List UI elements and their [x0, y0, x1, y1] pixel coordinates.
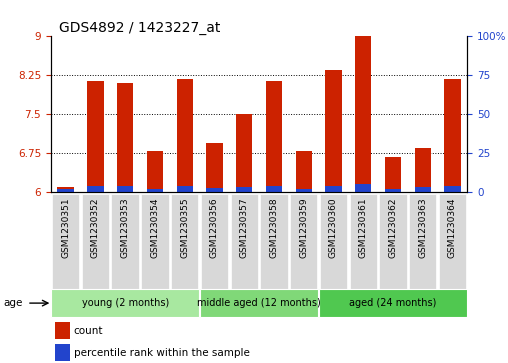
Text: GSM1230363: GSM1230363 [418, 197, 427, 258]
Bar [87, 185, 104, 192]
Bar [117, 186, 134, 192]
Text: GSM1230354: GSM1230354 [150, 197, 160, 258]
Bar [57, 189, 74, 192]
Bar [147, 151, 163, 192]
FancyBboxPatch shape [51, 289, 199, 317]
Text: GSM1230361: GSM1230361 [359, 197, 368, 258]
Text: GSM1230362: GSM1230362 [389, 197, 397, 258]
Bar [325, 186, 342, 192]
Bar [415, 148, 431, 192]
FancyBboxPatch shape [201, 194, 228, 290]
Bar [296, 151, 312, 192]
Text: GSM1230356: GSM1230356 [210, 197, 219, 258]
FancyBboxPatch shape [200, 289, 318, 317]
FancyBboxPatch shape [171, 194, 199, 290]
Bar [444, 185, 461, 192]
Text: young (2 months): young (2 months) [82, 298, 169, 308]
Text: GSM1230360: GSM1230360 [329, 197, 338, 258]
FancyBboxPatch shape [82, 194, 109, 290]
Bar [236, 187, 252, 192]
Bar [117, 83, 134, 192]
Bar [236, 114, 252, 192]
FancyBboxPatch shape [260, 194, 288, 290]
FancyBboxPatch shape [290, 194, 318, 290]
FancyBboxPatch shape [350, 194, 377, 290]
FancyBboxPatch shape [52, 194, 79, 290]
Text: GSM1230358: GSM1230358 [269, 197, 278, 258]
Bar [206, 143, 223, 192]
Text: GSM1230352: GSM1230352 [91, 197, 100, 258]
Text: age: age [3, 298, 22, 308]
FancyBboxPatch shape [319, 289, 467, 317]
Bar [385, 189, 401, 192]
Bar [55, 344, 70, 361]
FancyBboxPatch shape [320, 194, 347, 290]
Bar [206, 188, 223, 192]
Bar [176, 185, 193, 192]
FancyBboxPatch shape [231, 194, 258, 290]
Text: middle aged (12 months): middle aged (12 months) [197, 298, 321, 308]
Bar [385, 157, 401, 192]
Bar [355, 36, 371, 192]
Bar [415, 187, 431, 192]
Text: percentile rank within the sample: percentile rank within the sample [74, 347, 249, 358]
Text: count: count [74, 326, 103, 336]
Bar [266, 186, 282, 192]
Bar [55, 322, 70, 339]
Bar [176, 79, 193, 192]
Text: GSM1230357: GSM1230357 [240, 197, 249, 258]
Bar [266, 81, 282, 192]
FancyBboxPatch shape [409, 194, 436, 290]
Bar [147, 189, 163, 192]
Text: aged (24 months): aged (24 months) [350, 298, 437, 308]
Bar [57, 187, 74, 192]
Text: GSM1230353: GSM1230353 [121, 197, 130, 258]
FancyBboxPatch shape [439, 194, 466, 290]
Text: GDS4892 / 1423227_at: GDS4892 / 1423227_at [59, 21, 220, 35]
FancyBboxPatch shape [141, 194, 169, 290]
Text: GSM1230359: GSM1230359 [299, 197, 308, 258]
Bar [355, 184, 371, 192]
Text: GSM1230364: GSM1230364 [448, 197, 457, 258]
Bar [87, 81, 104, 192]
Bar [325, 70, 342, 192]
Bar [296, 189, 312, 192]
Bar [444, 79, 461, 192]
Text: GSM1230355: GSM1230355 [180, 197, 189, 258]
Text: GSM1230351: GSM1230351 [61, 197, 70, 258]
FancyBboxPatch shape [111, 194, 139, 290]
FancyBboxPatch shape [379, 194, 407, 290]
